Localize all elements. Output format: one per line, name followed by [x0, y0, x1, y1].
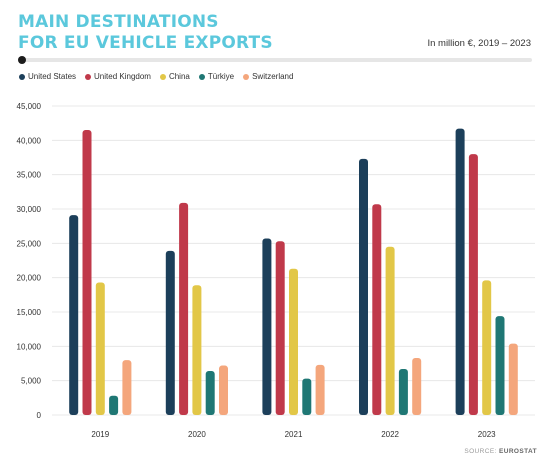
bar [219, 365, 228, 415]
legend-swatch [159, 73, 166, 80]
y-tick-label: 15,000 [17, 308, 42, 317]
bar [179, 202, 189, 415]
legend-item: China [159, 72, 190, 81]
source-label: SOURCE: [464, 448, 497, 455]
bar [372, 204, 382, 415]
bar [455, 128, 465, 415]
legend-swatch [198, 73, 205, 80]
legend-label: Türkiye [207, 72, 235, 81]
bar [109, 395, 119, 415]
title-line-2: FOR EU VEHICLE EXPORTS [18, 33, 273, 53]
y-tick-label: 10,000 [17, 342, 42, 351]
x-tick-label: 2021 [285, 430, 303, 439]
legend-label: China [168, 72, 190, 81]
bar [95, 282, 105, 415]
y-tick-label: 20,000 [17, 274, 42, 283]
y-tick-label: 5,000 [21, 377, 42, 386]
title-rule [20, 58, 532, 62]
source-name: EUROSTAT [499, 448, 537, 455]
bar [165, 250, 175, 415]
bar [412, 358, 422, 415]
bar [315, 364, 325, 415]
bar [482, 280, 492, 415]
source-note: SOURCE: EUROSTAT [464, 448, 537, 455]
bar [205, 371, 215, 415]
bar [122, 360, 132, 415]
legend-swatch [19, 73, 25, 80]
bar [69, 215, 79, 415]
bar [289, 268, 298, 415]
y-tick-label: 40,000 [17, 136, 42, 145]
x-tick-label: 2022 [381, 430, 399, 439]
bar [192, 285, 202, 415]
bar [262, 238, 272, 415]
x-tick-label: 2019 [91, 430, 109, 439]
y-tick-label: 25,000 [17, 239, 42, 248]
y-tick-label: 35,000 [17, 171, 42, 180]
legend-item: United Kingdom [85, 72, 151, 81]
bar [398, 368, 408, 415]
title-line-1: MAIN DESTINATIONS [18, 12, 219, 32]
bar [385, 246, 395, 415]
bar [302, 378, 312, 415]
legend-label: United States [28, 72, 77, 81]
bar [359, 158, 368, 415]
bar [82, 130, 92, 416]
legend-label: Switzerland [252, 72, 294, 81]
title-rule-dot [18, 56, 26, 64]
chart-subtitle: In million €, 2019 – 2023 [427, 38, 531, 49]
legend-item: United States [19, 72, 76, 81]
x-tick-label: 2023 [478, 430, 496, 439]
legend: United States United Kingdom China Türkiye S… [19, 72, 293, 81]
legend-swatch [243, 73, 250, 80]
bar [508, 343, 518, 415]
x-tick-label: 2020 [188, 430, 206, 439]
chart-title: MAIN DESTINATIONS FOR EU VEHICLE EXPORTS [18, 12, 273, 54]
bar [468, 154, 478, 416]
legend-item: Türkiye [198, 72, 235, 81]
bar [275, 241, 285, 415]
legend-label: United Kingdom [94, 72, 151, 81]
y-tick-label: 45,000 [17, 102, 42, 111]
legend-item: Switzerland [243, 72, 293, 81]
bar [495, 316, 505, 415]
legend-swatch [85, 73, 92, 80]
y-tick-label: 30,000 [17, 205, 42, 214]
y-tick-label: 0 [37, 411, 42, 420]
